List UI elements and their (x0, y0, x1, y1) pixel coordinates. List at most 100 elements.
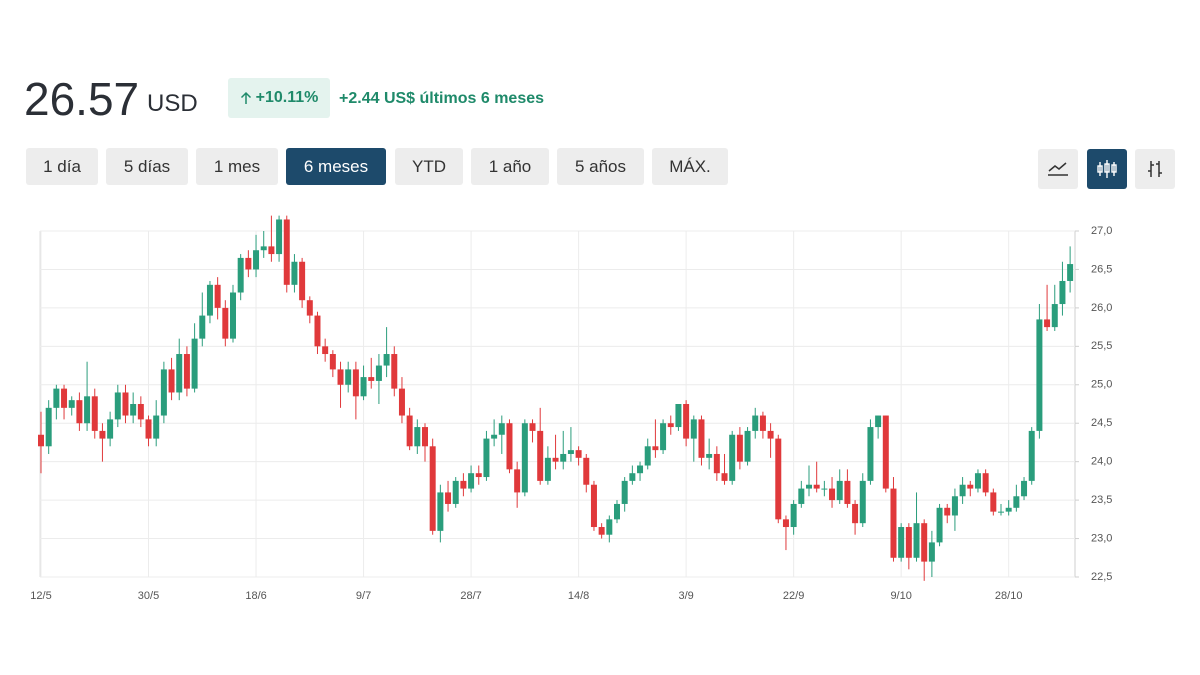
change-percent: +10.11% (255, 89, 319, 106)
range-button[interactable]: 1 mes (196, 148, 278, 185)
candle-body (276, 219, 283, 255)
candle-body (1036, 319, 1043, 431)
candle-body (652, 446, 659, 451)
x-tick-label: 12/5 (30, 590, 51, 602)
candle-body (306, 300, 313, 316)
candle-body (575, 450, 582, 458)
candle-body (183, 354, 190, 389)
candle-body (206, 284, 213, 316)
candle-body (736, 434, 743, 462)
candle-body (68, 400, 75, 408)
y-tick-label: 26,5 (1091, 263, 1112, 275)
candle-body (1013, 496, 1020, 508)
candle-body (767, 430, 774, 439)
candle-body (84, 396, 91, 424)
candle-body (998, 511, 1004, 513)
candle-body (729, 434, 736, 481)
candle-body (483, 438, 490, 478)
candle-body (130, 404, 137, 416)
bar-chart-button[interactable] (1135, 149, 1175, 189)
candle-body (99, 430, 106, 439)
candle-body (53, 388, 60, 408)
candle-body (606, 519, 613, 535)
candle-body (706, 453, 713, 458)
candle-body (368, 377, 375, 381)
candle-body (1005, 507, 1012, 512)
candle-body (1044, 319, 1051, 328)
candle-body (905, 527, 912, 558)
candle-body (529, 423, 536, 431)
candle-body (944, 507, 951, 516)
y-tick-label: 27,0 (1091, 225, 1112, 237)
candle-body (322, 346, 329, 355)
candle-body (329, 354, 336, 370)
candle-body (598, 527, 605, 535)
candle-body (345, 369, 352, 385)
x-tick-label: 28/10 (995, 590, 1023, 602)
candle-body (237, 257, 244, 293)
candle-body (160, 369, 167, 416)
candle-body (460, 480, 467, 489)
range-button[interactable]: 5 años (557, 148, 644, 185)
candle-body (398, 388, 405, 416)
candle-body (283, 219, 290, 285)
candle-body (552, 457, 559, 462)
price: 26.57 (24, 73, 140, 125)
candle-body (76, 400, 83, 424)
candle-body (176, 354, 183, 393)
candle-body (544, 457, 551, 481)
candle-body (137, 404, 144, 420)
candle-body (114, 392, 121, 420)
x-tick-label: 9/10 (890, 590, 911, 602)
candle-body (713, 453, 720, 474)
candle-body (752, 415, 759, 431)
candle-body (967, 484, 974, 489)
candle-body (468, 473, 475, 489)
candle-body (122, 392, 129, 416)
candle-body (437, 492, 444, 531)
range-button[interactable]: 5 días (106, 148, 188, 185)
candle-body (806, 484, 812, 489)
y-tick-label: 24,5 (1091, 417, 1112, 429)
candle-body (153, 415, 160, 439)
change-label: US$ últimos 6 meses (383, 90, 545, 107)
range-button[interactable]: 6 meses (286, 148, 386, 185)
range-button[interactable]: YTD (395, 148, 463, 185)
candle-body (245, 257, 252, 270)
range-button[interactable]: 1 año (471, 148, 549, 185)
candle-body (590, 484, 597, 528)
candle-body (521, 423, 528, 493)
candle-body (168, 369, 175, 393)
candle-body (698, 419, 705, 458)
range-button[interactable]: 1 día (26, 148, 98, 185)
candle-body (475, 473, 482, 478)
candle-body (859, 480, 866, 524)
candle-body (560, 453, 567, 462)
candle-body (913, 523, 920, 558)
x-tick-label: 9/7 (356, 590, 371, 602)
candle-body (314, 315, 321, 347)
y-tick-label: 25,0 (1091, 379, 1112, 391)
candle-body (230, 292, 236, 339)
candle-body (790, 503, 797, 528)
candle-chart-button[interactable] (1087, 149, 1127, 189)
candle-body (391, 354, 398, 389)
candle-body (759, 415, 766, 431)
candle-body (268, 246, 275, 255)
candle-body (951, 496, 958, 516)
candle-body (875, 415, 882, 428)
candle-body (959, 484, 966, 497)
candle-body (813, 484, 820, 489)
candle-body (614, 503, 620, 520)
candle-body (744, 430, 751, 462)
range-button[interactable]: MÁX. (652, 148, 728, 185)
x-tick-label: 18/6 (245, 590, 266, 602)
candle-body (214, 284, 221, 308)
candle-body (352, 369, 359, 397)
candle-body (775, 438, 782, 520)
candle-body (583, 457, 590, 485)
candle-body (1028, 430, 1035, 481)
line-chart-button[interactable] (1038, 149, 1078, 189)
